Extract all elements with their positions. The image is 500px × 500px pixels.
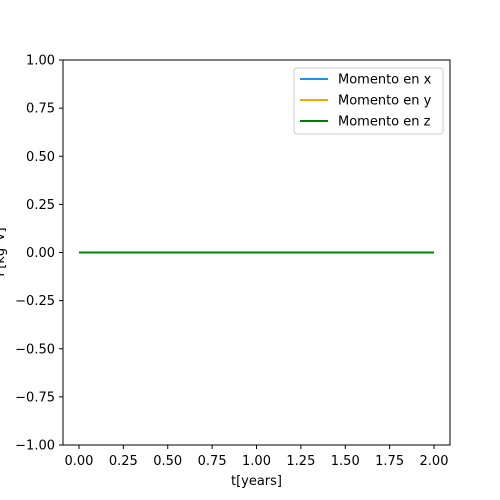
- y-tick-label: 1.00: [26, 54, 55, 69]
- legend-box: [293, 67, 444, 135]
- x-tick-label: 1.50: [331, 454, 360, 469]
- labels-layer: t[years] P[kg*V]: [0, 227, 282, 489]
- legend-label-1: Momento en x: [338, 73, 432, 88]
- y-tick-label: −0.75: [15, 390, 55, 405]
- ticks-layer: 0.00 0.25 0.50 0.75 1.00 1.25 1.50 1.75 2.00 −1.0…: [15, 54, 448, 470]
- y-tick-label: 0.25: [26, 198, 55, 213]
- x-tick-label: 0.25: [109, 454, 138, 469]
- legend: Momento en x Momento en y Momento en z: [293, 67, 444, 135]
- x-tick-label: 1.75: [375, 454, 404, 469]
- legend-label-2: Momento en y: [338, 94, 432, 109]
- x-tick-label: 0.50: [153, 454, 182, 469]
- x-axis-label: t[years]: [231, 474, 282, 489]
- x-tick-label: 0.00: [65, 454, 94, 469]
- x-tick-label: 2.00: [420, 454, 449, 469]
- x-tick-label: 1.25: [286, 454, 315, 469]
- y-axis-label: P[kg*V]: [0, 227, 8, 276]
- x-tick-label: 1.00: [242, 454, 271, 469]
- y-tick-label: 0.00: [26, 246, 55, 261]
- y-tick-label: −0.50: [15, 342, 55, 357]
- y-tick-label: 0.75: [26, 102, 55, 117]
- legend-label-3: Momento en z: [338, 115, 431, 130]
- y-tick-label: 0.50: [26, 150, 55, 165]
- y-tick-label: −1.00: [15, 439, 55, 454]
- y-tick-label: −0.25: [15, 294, 55, 309]
- x-tick-label: 0.75: [198, 454, 227, 469]
